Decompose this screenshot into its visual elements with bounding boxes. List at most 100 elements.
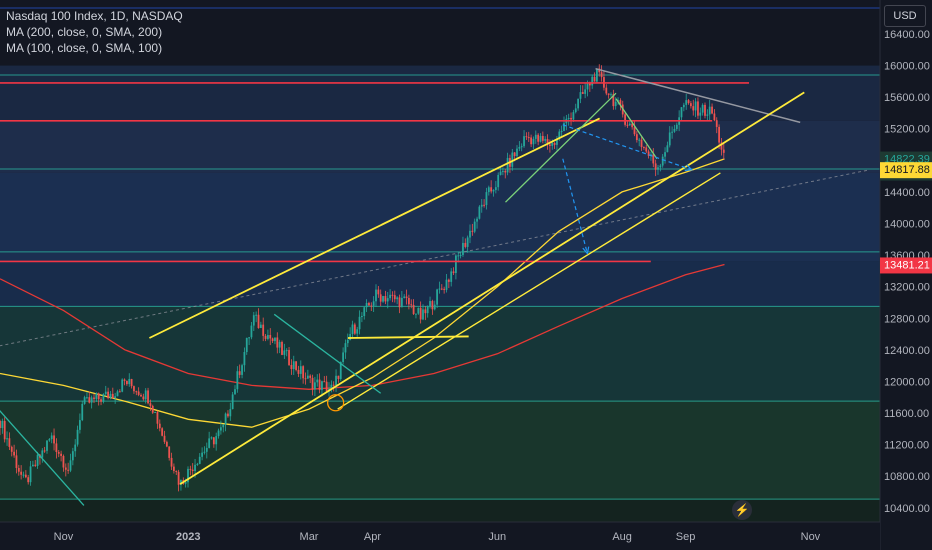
candle-body [196, 463, 199, 465]
candle-body [403, 296, 406, 298]
candle-body [513, 152, 516, 157]
candle-body [236, 371, 239, 390]
wedge-drop-line[interactable] [615, 98, 658, 160]
candle-body [156, 411, 159, 424]
candle-body [520, 146, 523, 148]
early-downtrend-line[interactable] [0, 397, 85, 506]
channel-lower-line[interactable] [179, 91, 805, 485]
candle-body [544, 139, 547, 141]
candle-body [276, 337, 279, 348]
support-short-line[interactable] [347, 335, 469, 339]
candle-body [147, 390, 149, 404]
projection-arrow-b[interactable] [562, 158, 588, 254]
pullback-line[interactable] [273, 313, 382, 394]
chart-legend: Nasdaq 100 Index, 1D, NASDAQ MA (200, cl… [6, 8, 183, 56]
legend-title[interactable]: Nasdaq 100 Index, 1D, NASDAQ [6, 9, 183, 23]
zone-band-5 [0, 401, 880, 500]
price-axis[interactable] [880, 0, 932, 550]
candle-body [722, 149, 725, 153]
candle-body [278, 341, 281, 348]
candle-body [485, 192, 488, 206]
candle-body [20, 471, 23, 475]
candle-body [173, 466, 175, 471]
candle-body [137, 391, 140, 395]
candle-body [612, 94, 615, 107]
candle-body [440, 288, 443, 290]
wedge-upper-line[interactable] [505, 92, 617, 203]
candle-body [318, 379, 321, 390]
candle-body [224, 413, 227, 425]
candle-body [556, 138, 558, 145]
candle-body [267, 335, 269, 339]
lightning-icon[interactable]: ⚡ [732, 500, 752, 520]
candle-body [436, 289, 438, 305]
candle-body [274, 337, 276, 342]
candle-body [534, 134, 537, 139]
candle-body [473, 221, 476, 232]
candle-body [71, 451, 74, 461]
candle-body [574, 108, 577, 113]
candle-body [74, 444, 77, 452]
candle-body [356, 329, 359, 334]
candle-body [647, 151, 650, 156]
candle-body [299, 366, 302, 374]
legend-ma100[interactable]: MA (100, close, 0, SMA, 100) [6, 41, 163, 55]
time-axis[interactable] [0, 522, 880, 550]
candle-body [626, 124, 629, 126]
candle-body [643, 147, 645, 149]
ma200-price-tag-bg [880, 257, 932, 274]
ma200-price-tag: 13481.21 [884, 259, 930, 271]
candle-body [97, 393, 100, 400]
candle-body [165, 441, 168, 447]
circle-marker[interactable] [326, 394, 345, 412]
y-tick-label: 14400.00 [884, 187, 930, 199]
ma200-line[interactable] [0, 263, 725, 390]
candle-body [250, 325, 253, 338]
candle-body [123, 379, 126, 381]
candle-body [393, 295, 396, 300]
candle-body [400, 297, 403, 308]
candle-body [640, 139, 643, 148]
candle-body [321, 381, 323, 390]
candle-body [351, 324, 354, 335]
candle-body [424, 309, 427, 314]
candle-body [605, 87, 608, 94]
channel-upper-line[interactable] [149, 117, 601, 339]
candle-body [314, 382, 316, 390]
candle-body [46, 440, 48, 451]
candle-body [579, 92, 582, 99]
projection-arrow-a[interactable] [562, 124, 692, 171]
candle-body [596, 68, 598, 82]
ma100-line[interactable] [0, 158, 725, 428]
candle-body [88, 397, 91, 403]
y-tick-label: 12400.00 [884, 345, 930, 357]
candle-body [518, 146, 521, 149]
candle-body [398, 297, 401, 308]
candle-body [353, 324, 356, 334]
candle-body [133, 386, 135, 392]
downtrend-line-top[interactable] [595, 67, 801, 124]
candle-body [682, 104, 685, 108]
candle-body [635, 134, 638, 141]
candle-body [666, 145, 669, 153]
candle-body [41, 450, 44, 458]
channel-lower-inner-line[interactable] [337, 172, 721, 410]
candle-body [29, 466, 32, 483]
candle-body [426, 306, 429, 314]
zone-bottom [0, 499, 880, 522]
candle-body [685, 100, 688, 105]
currency-button[interactable]: USD [884, 5, 926, 27]
candle-body [457, 255, 460, 257]
candle-body [713, 113, 716, 121]
candle-body [231, 394, 234, 410]
ma100-price-tag: 14817.88 [884, 164, 930, 176]
candle-body [614, 101, 617, 107]
candle-body [464, 242, 467, 247]
zone-band-0 [0, 65, 880, 121]
candle-body [680, 107, 683, 118]
x-tick-label: Aug [612, 531, 632, 543]
candle-body [168, 446, 171, 458]
legend-ma200[interactable]: MA (200, close, 0, SMA, 200) [6, 25, 163, 39]
candle-body [704, 104, 706, 116]
